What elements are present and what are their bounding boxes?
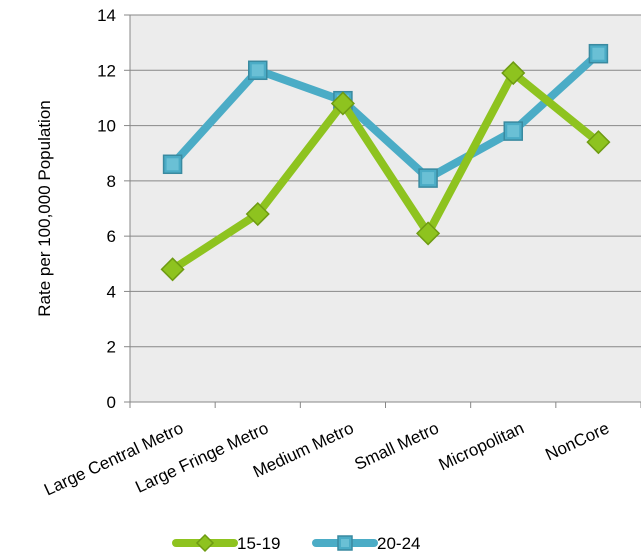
gridlines bbox=[130, 14, 641, 348]
y-tick-label: 8 bbox=[107, 172, 116, 191]
series-15-19 bbox=[160, 60, 611, 282]
y-tick-label: 0 bbox=[107, 393, 116, 412]
x-tick-label: Large Central Metro bbox=[41, 418, 186, 499]
diamond-marker bbox=[195, 533, 215, 553]
x-tick-label: Small Metro bbox=[352, 418, 442, 474]
y-tick-label: 10 bbox=[97, 117, 116, 136]
y-tick-labels: 0 2 4 6 8 10 12 14 bbox=[97, 6, 116, 412]
y-tick-label: 14 bbox=[97, 6, 116, 25]
legend-label: 15-19 bbox=[237, 534, 280, 553]
square-marker-highlight bbox=[592, 47, 605, 60]
diamond-marker bbox=[586, 130, 611, 155]
y-tick-label: 2 bbox=[107, 338, 116, 357]
x-tick-label: Micropolitan bbox=[436, 418, 527, 474]
axes bbox=[124, 14, 641, 408]
legend-item-20-24: 20-24 bbox=[312, 534, 420, 553]
plot-area bbox=[130, 15, 641, 402]
diamond-marker bbox=[416, 221, 441, 246]
x-tick-label: NonCore bbox=[542, 418, 612, 464]
series-lines bbox=[160, 43, 611, 282]
diamond-marker bbox=[160, 257, 185, 282]
legend: 15-19 20-24 bbox=[172, 533, 420, 553]
diamond-marker bbox=[501, 60, 526, 86]
y-tick-label: 12 bbox=[97, 61, 116, 80]
square-marker-highlight bbox=[422, 172, 435, 185]
square-marker-highlight bbox=[251, 64, 264, 77]
diamond-marker bbox=[245, 201, 270, 227]
square-marker-highlight bbox=[341, 539, 349, 547]
square-marker-highlight bbox=[166, 158, 179, 171]
legend-label: 20-24 bbox=[377, 534, 420, 553]
y-tick-label: 6 bbox=[107, 227, 116, 246]
plot-background bbox=[130, 15, 641, 402]
series-line bbox=[168, 69, 603, 274]
square-marker-highlight bbox=[507, 125, 520, 138]
y-axis-title: Rate per 100,000 Population bbox=[35, 100, 54, 316]
y-tick-label: 4 bbox=[107, 282, 116, 301]
series-line bbox=[168, 49, 603, 183]
diamond-marker bbox=[330, 91, 355, 116]
legend-item-15-19: 15-19 bbox=[172, 533, 280, 553]
